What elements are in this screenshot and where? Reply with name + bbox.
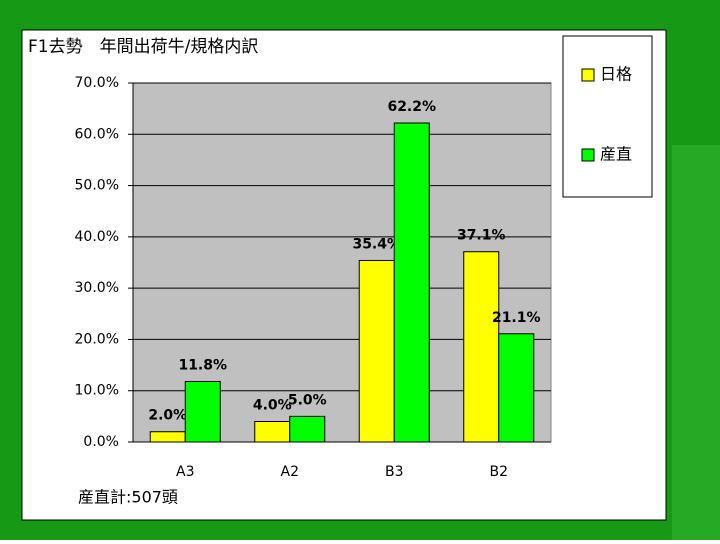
bar <box>463 251 500 443</box>
bar <box>498 333 535 443</box>
value-label: 4.0% <box>253 397 292 413</box>
bar <box>358 259 395 443</box>
note: 産直計:507頭 <box>78 488 178 507</box>
x-tick-label: B3 <box>385 464 404 480</box>
value-label: 5.0% <box>288 392 327 408</box>
x-tick-label: B2 <box>489 464 508 480</box>
x-tick-label: A3 <box>176 464 194 480</box>
legend-label: 産直 <box>600 145 632 164</box>
bar <box>289 415 326 443</box>
value-label: 62.2% <box>387 99 436 115</box>
y-tick-label: 70.0% <box>75 75 119 91</box>
value-label: 11.8% <box>178 357 227 373</box>
y-tick-label: 30.0% <box>75 280 119 296</box>
bar <box>393 122 430 443</box>
background-strip <box>672 145 720 540</box>
value-label: 21.1% <box>492 310 541 326</box>
value-label: 35.4% <box>352 236 401 252</box>
y-tick-label: 0.0% <box>83 434 119 450</box>
bar <box>149 431 186 443</box>
value-label: 37.1% <box>457 228 506 244</box>
y-tick-label: 10.0% <box>75 383 119 399</box>
y-tick-label: 50.0% <box>75 178 119 194</box>
bar <box>254 420 291 443</box>
y-tick-label: 40.0% <box>75 229 119 245</box>
y-tick-label: 20.0% <box>75 331 119 347</box>
legend-swatch <box>581 68 595 82</box>
legend-label: 日格 <box>600 65 632 84</box>
bar <box>184 380 221 443</box>
legend-box <box>562 35 653 198</box>
x-tick-label: A2 <box>281 464 299 480</box>
legend-swatch <box>581 148 595 162</box>
value-label: 2.0% <box>148 408 187 424</box>
chart-title: F1去勢 年間出荷牛/規格内訳 <box>28 37 258 57</box>
y-tick-label: 60.0% <box>75 126 119 142</box>
